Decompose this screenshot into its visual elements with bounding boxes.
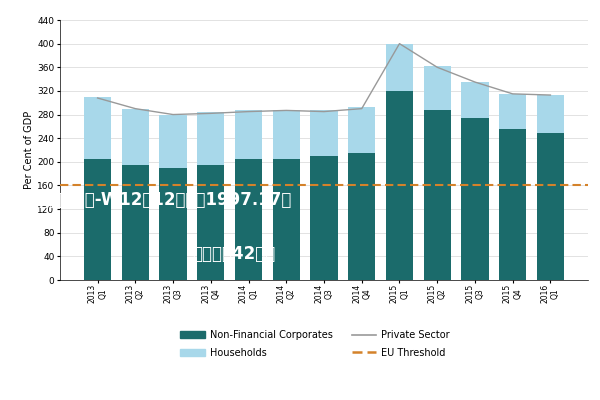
Bar — [537, 95, 564, 134]
Bar — [197, 112, 224, 165]
Y-axis label: Per Cent of GDP: Per Cent of GDP — [25, 111, 34, 189]
Bar — [272, 159, 300, 280]
Bar — [122, 109, 149, 165]
Text: 港元回贩42万股: 港元回贩42万股 — [193, 245, 275, 263]
Bar — [386, 44, 413, 91]
Bar — [310, 110, 338, 156]
Bar — [499, 94, 526, 129]
Legend: Non-Financial Corporates, Households, Private Sector, EU Threshold: Non-Financial Corporates, Households, Pr… — [181, 330, 449, 358]
Bar — [197, 165, 224, 280]
Bar — [272, 110, 300, 159]
Bar — [424, 110, 451, 280]
Bar — [461, 118, 488, 280]
Bar — [348, 153, 376, 280]
Bar — [348, 107, 376, 153]
Bar — [461, 82, 488, 118]
Bar — [160, 168, 187, 280]
Bar — [235, 110, 262, 159]
Bar — [386, 91, 413, 280]
Bar — [424, 66, 451, 110]
Text: 配资平台哪个 快手-W12月12日斥资1997.17万: 配资平台哪个 快手-W12月12日斥资1997.17万 — [10, 190, 292, 208]
Bar — [160, 114, 187, 168]
Bar — [537, 134, 564, 280]
Bar — [84, 97, 111, 159]
Bar — [310, 156, 338, 280]
Bar — [235, 159, 262, 280]
Bar — [84, 159, 111, 280]
Bar — [499, 129, 526, 280]
Bar — [122, 165, 149, 280]
